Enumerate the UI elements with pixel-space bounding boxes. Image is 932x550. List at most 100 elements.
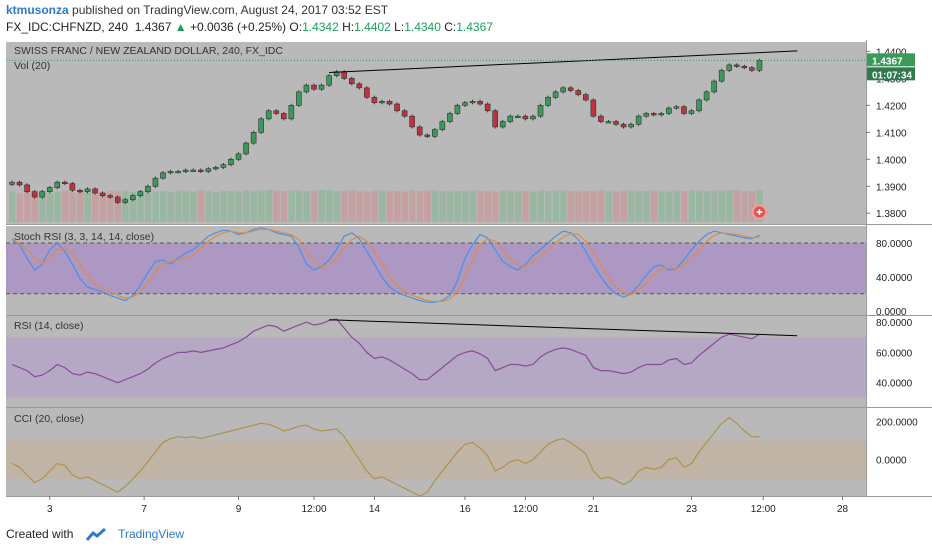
volume-bar xyxy=(424,190,431,222)
candle-body xyxy=(303,84,310,93)
volume-bar xyxy=(356,191,363,222)
candle-body xyxy=(318,84,325,90)
volume-bar xyxy=(311,190,318,222)
volume-bar xyxy=(160,191,167,222)
candle-body xyxy=(99,192,106,196)
volume-bar xyxy=(446,191,454,222)
candle-body xyxy=(273,110,280,114)
cci-line xyxy=(11,416,760,497)
volume-bar xyxy=(658,191,665,222)
volume-bar xyxy=(394,190,401,222)
high-label: H: xyxy=(342,20,355,34)
candle-body xyxy=(92,188,98,194)
candle-body xyxy=(69,183,76,191)
candle-body xyxy=(280,113,287,120)
candle-body xyxy=(749,67,755,71)
last-price: 1.4367 xyxy=(134,20,172,34)
volume-bar xyxy=(76,191,84,222)
volume-bar xyxy=(280,191,288,222)
candle-body xyxy=(39,191,46,198)
countdown-tag-label: 01:07:34 xyxy=(872,70,912,81)
candle-body xyxy=(575,90,582,95)
high-value: 1.4402 xyxy=(354,20,391,34)
close-label: C: xyxy=(444,20,457,34)
volume-bar xyxy=(197,190,205,222)
stoch-tick-label: 40.0000 xyxy=(876,273,913,284)
candle-body xyxy=(167,171,174,174)
created-with-label: Created with xyxy=(6,527,74,541)
candle-body xyxy=(220,164,227,168)
chart-area[interactable]: 1.44001.43001.42001.41001.40001.39001.38… xyxy=(0,40,932,525)
volume-bar xyxy=(628,190,635,222)
candle-body xyxy=(545,96,551,106)
rsi-trendline xyxy=(329,319,798,337)
volume-bar xyxy=(295,190,303,222)
candle-body xyxy=(77,189,83,193)
volume-bar xyxy=(545,191,552,222)
volume-bar xyxy=(363,191,371,222)
cci-tick-label: 0.0000 xyxy=(876,456,907,467)
volume-bar xyxy=(733,190,741,222)
candle-body xyxy=(711,80,717,93)
publish-line: ktmusonza published on TradingView.com, … xyxy=(6,3,388,17)
volume-bar xyxy=(318,189,326,222)
candle-body xyxy=(213,167,219,170)
volume-bar xyxy=(31,192,39,222)
volume-bar xyxy=(54,191,61,222)
volume-bar xyxy=(69,192,76,222)
volume-bar xyxy=(499,190,507,222)
author-link[interactable]: ktmusonza xyxy=(6,3,69,17)
volume-bar xyxy=(696,190,703,222)
last-price-tag xyxy=(867,53,915,67)
volume-bar xyxy=(348,190,356,222)
volume-bar xyxy=(288,190,295,222)
volume-bar xyxy=(439,191,446,222)
volume-bar xyxy=(567,191,575,222)
candle-body xyxy=(205,168,212,172)
volume-bar xyxy=(243,190,250,222)
volume-bar xyxy=(341,190,348,222)
candle-body xyxy=(477,101,483,105)
up-arrow-icon: ▲ xyxy=(174,20,187,34)
rsi-tick-label: 60.0000 xyxy=(876,348,913,359)
time-tick-label: 12:00 xyxy=(513,504,538,515)
cci-tick-label: 200.0000 xyxy=(876,417,918,428)
candle-body xyxy=(454,105,461,114)
volume-bar xyxy=(582,190,590,222)
time-tick-label: 7 xyxy=(141,504,147,515)
add-alert-icon[interactable] xyxy=(751,204,768,220)
volume-bar xyxy=(235,191,242,222)
volume-bar xyxy=(9,191,16,222)
open-value: 1.4342 xyxy=(302,20,339,34)
rsi-label: RSI (14, close) xyxy=(14,320,83,332)
tradingview-brand[interactable]: TradingView xyxy=(118,527,185,541)
candle-body xyxy=(145,185,151,192)
candle-body xyxy=(537,105,544,117)
candle-body xyxy=(31,191,38,198)
publish-info: published on TradingView.com, August 24,… xyxy=(72,3,389,17)
volume-bar xyxy=(92,190,99,222)
candle-body xyxy=(409,115,415,128)
tradingview-logo-icon xyxy=(85,527,106,541)
candle-body xyxy=(703,91,710,101)
candle-body xyxy=(243,142,249,155)
rsi-line xyxy=(11,318,760,384)
candle-body xyxy=(235,153,242,160)
volume-bar xyxy=(378,190,386,222)
candle-body xyxy=(54,181,61,188)
rsi-tick-label: 80.0000 xyxy=(876,318,913,329)
candle-body xyxy=(688,110,695,114)
volume-bar xyxy=(303,191,310,222)
candle-body xyxy=(258,118,264,133)
candle-body xyxy=(522,115,529,120)
stoch-label: Stoch RSI (3, 3, 14, 14, close) xyxy=(14,231,154,243)
candle-body xyxy=(484,103,491,112)
volume-bar xyxy=(741,191,748,222)
volume-bar xyxy=(718,190,726,222)
stoch-k-line xyxy=(11,227,760,303)
time-tick-label: 21 xyxy=(588,504,600,515)
candle-body xyxy=(650,113,657,116)
low-label: L: xyxy=(394,20,405,34)
cci-band xyxy=(6,440,866,479)
candle-body xyxy=(560,87,566,93)
